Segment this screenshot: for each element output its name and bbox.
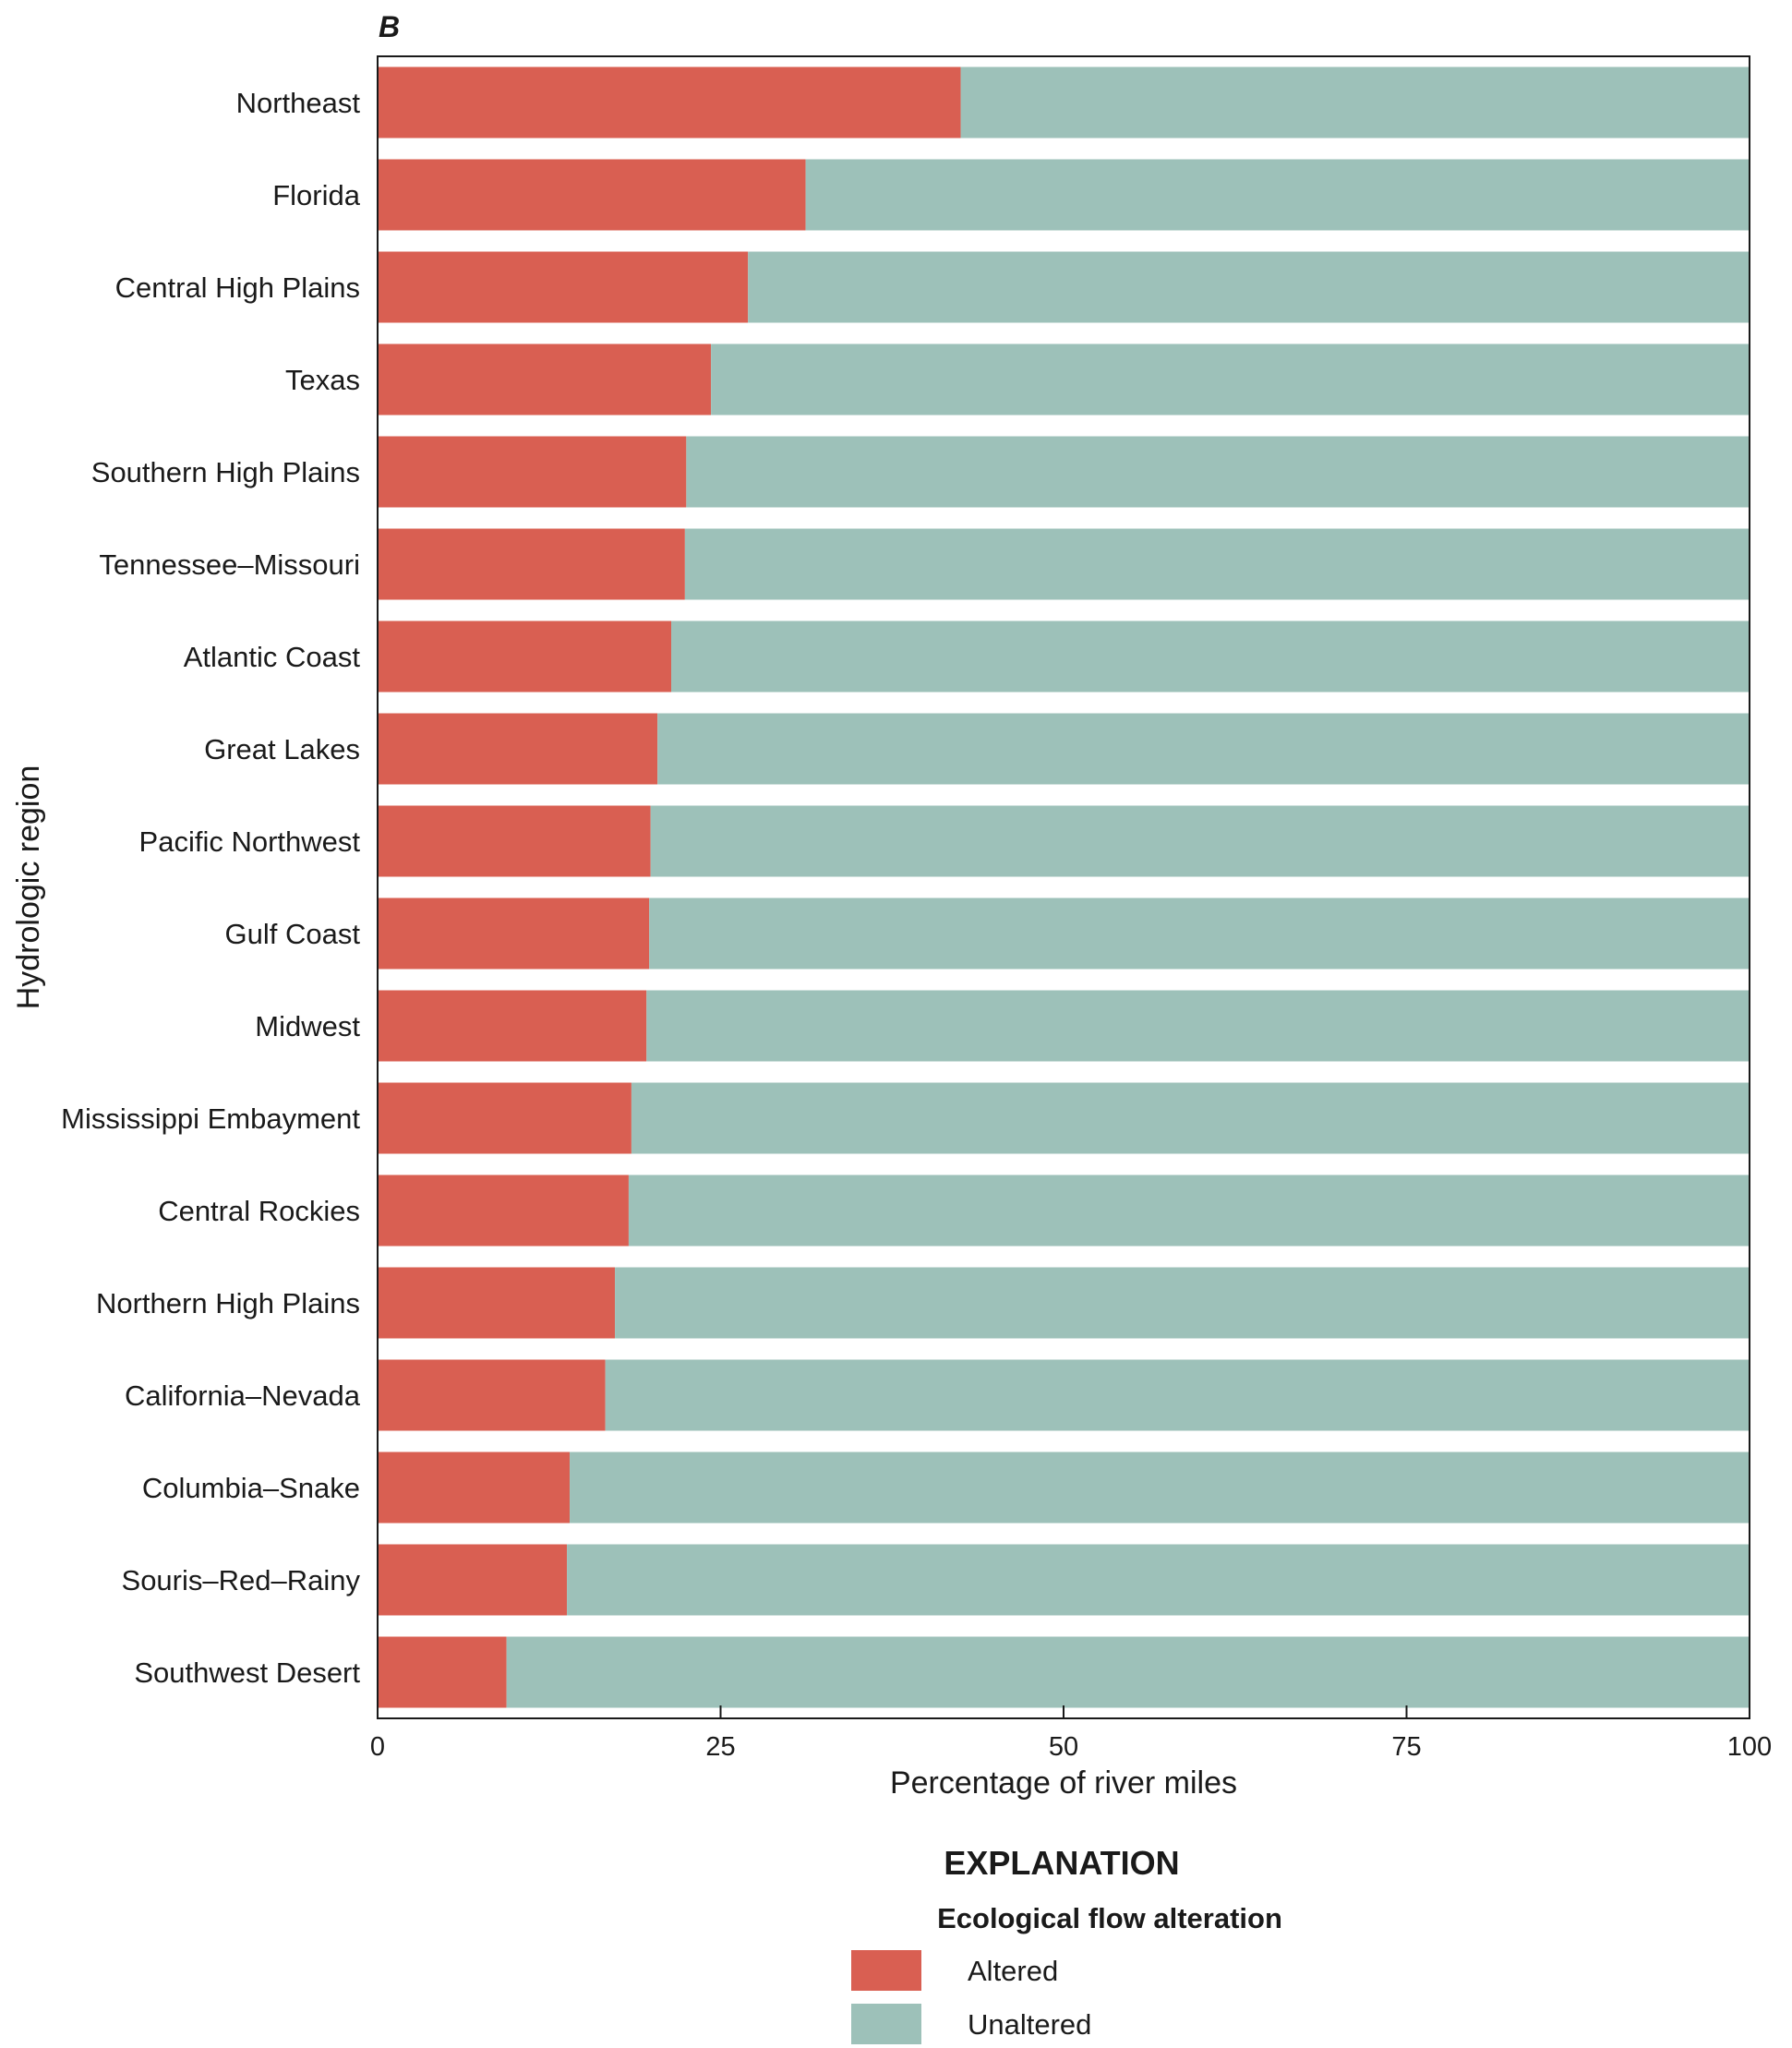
- bar-altered-souris-red-rainy: [378, 1544, 568, 1616]
- bar-unaltered-tennessee-missouri: [684, 528, 1750, 600]
- y-axis-title: Hydrologic region: [11, 765, 46, 1010]
- category-label-columbia-snake: Columbia–Snake: [142, 1472, 360, 1504]
- category-label-florida: Florida: [272, 179, 361, 211]
- x-tick-label-100: 100: [1727, 1732, 1772, 1762]
- legend: EXPLANATION Ecological flow alteration A…: [851, 1844, 1282, 2044]
- bar-unaltered-central-rockies: [628, 1175, 1750, 1247]
- category-label-pacific-northwest: Pacific Northwest: [139, 825, 361, 858]
- bar-altered-columbia-snake: [378, 1452, 571, 1524]
- bar-unaltered-midwest: [646, 990, 1750, 1062]
- category-labels: Northeast Florida Central High Plains Texas…: [61, 87, 361, 1689]
- panel-label: B: [379, 10, 400, 43]
- x-tick-label-0: 0: [370, 1732, 385, 1762]
- legend-label-unaltered: Unaltered: [968, 2008, 1091, 2041]
- bar-unaltered-northern-high-plains: [615, 1267, 1750, 1339]
- category-label-great-lakes: Great Lakes: [204, 733, 360, 765]
- bar-altered-texas: [378, 343, 712, 416]
- category-label-southern-high-plains: Southern High Plains: [91, 456, 360, 488]
- bar-altered-atlantic-coast: [378, 620, 672, 693]
- bar-unaltered-mississippi-embayment: [631, 1082, 1750, 1154]
- bar-altered-california-nevada: [378, 1359, 606, 1431]
- bar-unaltered-atlantic-coast: [671, 620, 1750, 693]
- bar-altered-central-high-plains: [378, 251, 749, 323]
- legend-heading: EXPLANATION: [944, 1844, 1179, 1882]
- bar-altered-northern-high-plains: [378, 1267, 616, 1339]
- x-tick-label-25: 25: [705, 1732, 735, 1762]
- bar-unaltered-northeast: [960, 66, 1750, 139]
- bar-unaltered-southern-high-plains: [686, 436, 1750, 508]
- category-label-central-high-plains: Central High Plains: [115, 271, 360, 304]
- category-label-southwest-desert: Southwest Desert: [134, 1656, 360, 1689]
- bar-altered-tennessee-missouri: [378, 528, 685, 600]
- bar-unaltered-great-lakes: [657, 713, 1750, 785]
- bar-unaltered-gulf-coast: [649, 898, 1750, 970]
- category-label-midwest: Midwest: [255, 1010, 360, 1042]
- bar-altered-central-rockies: [378, 1175, 629, 1247]
- bar-altered-midwest: [378, 990, 647, 1062]
- bar-unaltered-central-high-plains: [748, 251, 1750, 323]
- category-label-atlantic-coast: Atlantic Coast: [184, 641, 361, 673]
- bars-group: [378, 66, 1750, 1708]
- bar-unaltered-columbia-snake: [570, 1452, 1750, 1524]
- bar-altered-mississippi-embayment: [378, 1082, 631, 1154]
- bar-altered-southwest-desert: [378, 1636, 507, 1708]
- category-label-central-rockies: Central Rockies: [158, 1195, 360, 1227]
- category-label-gulf-coast: Gulf Coast: [225, 918, 361, 950]
- category-label-mississippi-embayment: Mississippi Embayment: [61, 1102, 360, 1135]
- bar-altered-northeast: [378, 66, 961, 139]
- x-axis-ticks: 0 25 50 75 100: [370, 1705, 1772, 1762]
- bar-unaltered-texas: [711, 343, 1750, 416]
- bar-altered-great-lakes: [378, 713, 658, 785]
- category-label-northeast: Northeast: [236, 87, 361, 119]
- bar-altered-pacific-northwest: [378, 805, 651, 877]
- x-tick-label-50: 50: [1049, 1732, 1078, 1762]
- category-label-souris-red-rainy: Souris–Red–Rainy: [122, 1564, 361, 1596]
- legend-swatch-altered: [851, 1950, 921, 1991]
- category-label-texas: Texas: [285, 364, 360, 396]
- bar-altered-gulf-coast: [378, 898, 650, 970]
- category-label-tennessee-missouri: Tennessee–Missouri: [99, 548, 360, 581]
- legend-subheading: Ecological flow alteration: [937, 1902, 1282, 1934]
- bar-altered-florida: [378, 159, 806, 231]
- legend-swatch-unaltered: [851, 2004, 921, 2044]
- category-label-california-nevada: California–Nevada: [125, 1379, 361, 1412]
- x-axis-title: Percentage of river miles: [890, 1765, 1237, 1801]
- bar-unaltered-florida: [805, 159, 1750, 231]
- category-label-northern-high-plains: Northern High Plains: [96, 1287, 360, 1319]
- legend-label-altered: Altered: [968, 1955, 1058, 1987]
- bar-unaltered-southwest-desert: [506, 1636, 1750, 1708]
- x-tick-label-75: 75: [1391, 1732, 1421, 1762]
- bar-unaltered-california-nevada: [605, 1359, 1750, 1431]
- bar-unaltered-souris-red-rainy: [567, 1544, 1750, 1616]
- bar-altered-southern-high-plains: [378, 436, 687, 508]
- bar-unaltered-pacific-northwest: [650, 805, 1750, 877]
